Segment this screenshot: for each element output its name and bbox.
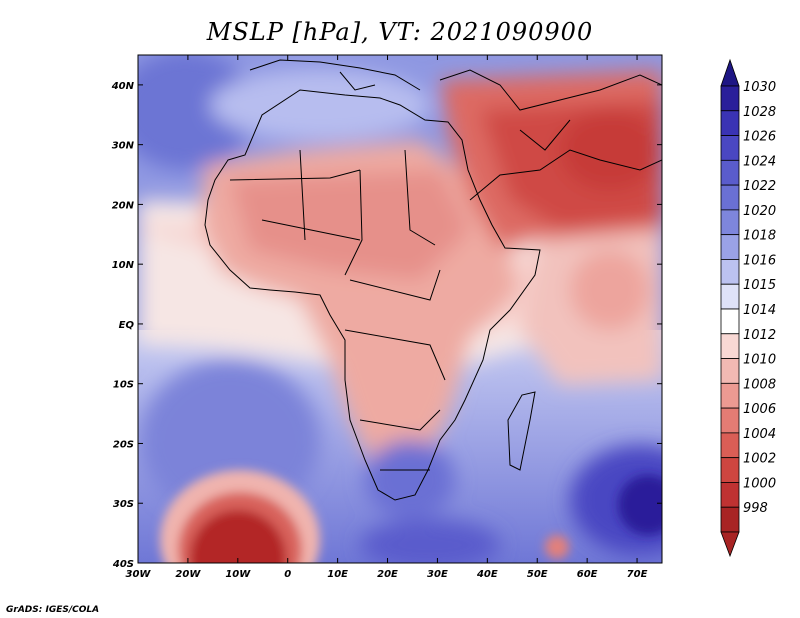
latitude-axis: 40N 30N 20N 10N EQ 10S 20S 30S 40S [111, 81, 662, 570]
colorbar-swatch [720, 259, 740, 285]
colorbar-swatch [720, 234, 740, 260]
pressure-field [138, 55, 662, 563]
lat-tick-label: 10S [113, 380, 134, 391]
colorbar-swatch [720, 283, 740, 310]
colorbar-label: 1015 [743, 278, 776, 293]
colorbar-swatch [720, 482, 740, 508]
grads-credit: GrADS: IGES/COLA [6, 605, 100, 615]
lat-tick-label: 40S [112, 559, 134, 570]
lon-tick-label: 50E [527, 569, 548, 580]
colorbar-label: 1008 [743, 377, 776, 392]
colorbar-label: 1028 [743, 105, 776, 120]
colorbar-bottom-arrow [720, 531, 740, 558]
colorbar-label: 1000 [743, 476, 776, 491]
lat-tick-label: 30N [112, 141, 135, 152]
colorbar-swatch [720, 209, 740, 236]
colorbar: 1030 1028 1026 1024 1022 1020 1018 1016 1015 1014… [720, 58, 776, 558]
colorbar-swatch [720, 333, 740, 359]
map-title: MSLP [hPa], VT: 2021090900 [206, 18, 594, 46]
colorbar-swatch [720, 358, 740, 384]
colorbar-swatch [720, 457, 740, 483]
colorbar-swatch [720, 159, 740, 186]
colorbar-label: 1022 [743, 179, 776, 194]
colorbar-swatch [720, 382, 740, 409]
colorbar-label: 1006 [743, 402, 776, 417]
colorbar-label: 1004 [743, 427, 776, 442]
lon-tick-label: 70E [627, 569, 648, 580]
colorbar-label: 1002 [743, 452, 776, 467]
colorbar-swatch [720, 506, 740, 533]
colorbar-label: 1024 [743, 154, 776, 169]
colorbar-top-arrow [720, 58, 740, 87]
colorbar-label: 998 [743, 501, 768, 516]
colorbar-label: 1012 [743, 328, 776, 343]
colorbar-swatch [720, 407, 740, 434]
lat-tick-label: 30S [113, 499, 134, 510]
longitude-axis: 30W 20W 10W 0 10E 20E 30E 40E 50E 60E 70E [126, 55, 648, 580]
coastlines [204, 59, 662, 501]
lon-tick-label: 30W [126, 569, 152, 580]
lon-tick-label: 10E [327, 569, 348, 580]
colorbar-label: 1026 [743, 130, 776, 145]
colorbar-label: 1014 [743, 303, 776, 318]
colorbar-swatch [720, 432, 740, 459]
colorbar-swatch [720, 308, 740, 335]
lon-tick-label: 30E [427, 569, 448, 580]
plot-frame [137, 54, 663, 564]
colorbar-swatch [720, 85, 740, 112]
lon-tick-label: 0 [284, 569, 291, 580]
colorbar-label: 1030 [743, 80, 776, 95]
lat-tick-label: 20S [113, 439, 134, 450]
colorbar-label: 1010 [743, 353, 776, 368]
colorbar-label: 1016 [743, 253, 776, 268]
lon-tick-label: 60E [577, 569, 598, 580]
colorbar-label: 1018 [743, 229, 776, 244]
colorbar-swatch [720, 135, 740, 161]
lon-tick-label: 20E [377, 569, 398, 580]
lon-tick-label: 20W [175, 569, 201, 580]
lat-tick-label: 10N [112, 260, 135, 271]
colorbar-label: 1020 [743, 204, 776, 219]
colorbar-swatch [720, 110, 740, 136]
colorbar-swatch [720, 184, 740, 211]
lon-tick-label: 40E [476, 569, 498, 580]
lat-tick-label: 20N [112, 200, 135, 211]
lon-tick-label: 10W [225, 569, 251, 580]
lat-tick-label: 40N [111, 81, 135, 92]
lat-tick-label: EQ [119, 320, 135, 331]
